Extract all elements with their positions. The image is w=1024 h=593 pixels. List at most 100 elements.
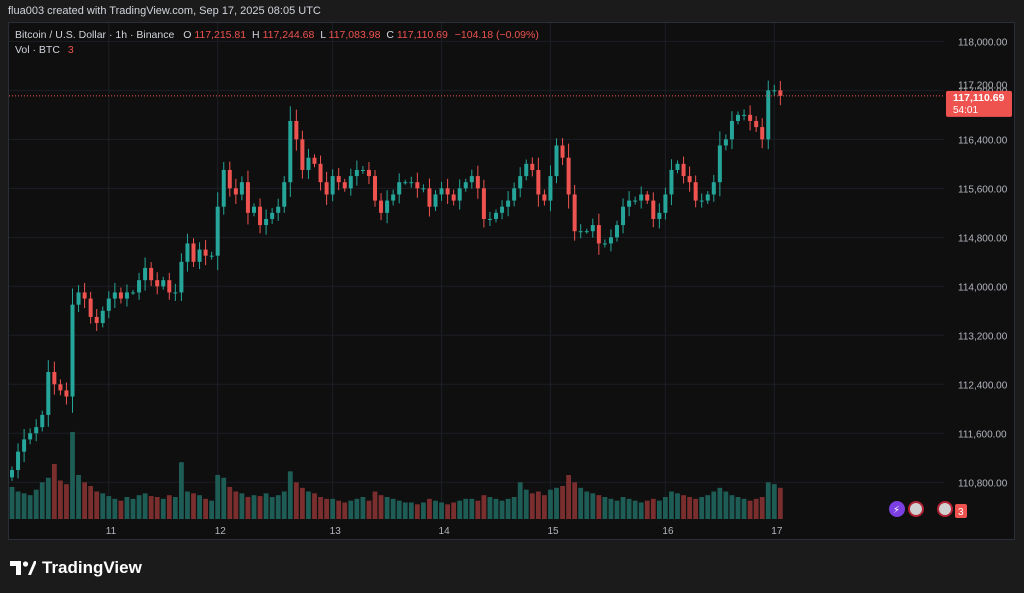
x-tick-label: 17 xyxy=(771,526,783,537)
volume-bar xyxy=(427,498,432,519)
candle-body xyxy=(675,163,680,170)
candle-body xyxy=(233,188,238,195)
candle-body xyxy=(197,249,202,262)
candle-body xyxy=(324,182,329,195)
candle-body xyxy=(524,163,529,177)
attribution-bar: flua003 created with TradingView.com, Se… xyxy=(0,0,1024,22)
lightning-event-icon[interactable] xyxy=(889,501,905,517)
volume-bar xyxy=(293,482,299,519)
us-flag-event-icon[interactable] xyxy=(908,501,924,517)
volume-bar xyxy=(64,484,69,519)
candle-body xyxy=(687,176,692,183)
candle-body xyxy=(657,212,662,219)
legend-high-label: H xyxy=(252,29,260,41)
candle-body xyxy=(500,206,505,213)
candle-body xyxy=(669,169,674,195)
volume-bar xyxy=(554,487,559,519)
candle-body xyxy=(16,451,21,471)
candle-body xyxy=(58,384,63,391)
y-tick-label: 114,000.00 xyxy=(958,282,1008,293)
legend-change: −104.18 (−0.09%) xyxy=(455,29,539,41)
volume-bar xyxy=(693,498,699,519)
us-flag-event-icon-2[interactable] xyxy=(937,501,953,517)
volume-bar xyxy=(300,487,305,519)
volume-bar xyxy=(94,491,100,519)
candle-body xyxy=(487,218,492,220)
candle-body xyxy=(699,200,704,202)
candle-body xyxy=(506,200,511,207)
volume-bar xyxy=(777,487,783,519)
footer: TradingView xyxy=(0,540,1024,593)
volume-bar xyxy=(620,497,626,519)
candle-body xyxy=(633,200,638,202)
candle-body xyxy=(88,298,93,317)
volume-bar xyxy=(106,496,112,519)
volume-bar xyxy=(118,500,124,519)
y-tick-label: 110,800.00 xyxy=(958,478,1008,489)
svg-text:Bitcoin / U.S. Dollar · 1h · B: Bitcoin / U.S. Dollar · 1h · Binance O 1… xyxy=(15,29,539,41)
volume-bar xyxy=(179,462,184,519)
candle-body xyxy=(475,176,480,189)
volume-bar xyxy=(197,495,202,519)
volume-bar xyxy=(771,484,777,519)
volume-bar xyxy=(21,493,27,519)
volume-bar xyxy=(215,475,221,519)
tradingview-logo[interactable]: TradingView xyxy=(10,558,142,578)
volume-bar xyxy=(82,482,87,519)
event-markers[interactable]: ⚡ xyxy=(889,501,953,517)
volume-bar xyxy=(9,486,15,519)
chart-frame[interactable]: 110,800.00 111,600.00 112,400.00 113,200.00… xyxy=(8,22,1015,540)
legend: Bitcoin / U.S. Dollar · 1h · Binance O 1… xyxy=(15,29,539,56)
price-chart[interactable]: 110,800.00 111,600.00 112,400.00 113,200.00… xyxy=(9,23,1014,539)
volume-bar xyxy=(632,500,638,519)
legend-open-value: 117,215.81 xyxy=(194,29,246,41)
volume-bar xyxy=(675,493,680,519)
price-tag-price: 117,110.69 xyxy=(953,92,1005,104)
volume-bar xyxy=(421,502,426,519)
volume-bar xyxy=(638,502,644,519)
candle-body xyxy=(615,225,619,238)
candle-body xyxy=(639,194,644,201)
volume-bar xyxy=(602,497,608,519)
time-axis[interactable]: 11 12 13 14 15 16 17 xyxy=(106,526,783,537)
legend-high-value: 117,244.68 xyxy=(263,29,315,41)
candle-body xyxy=(469,176,474,183)
legend-open-label: O xyxy=(183,29,191,41)
candle-body xyxy=(693,182,698,201)
volume-bar xyxy=(626,498,632,519)
price-tag: 117,110.69 54:01 xyxy=(946,90,1012,117)
candle-body xyxy=(596,225,601,244)
volume-bar xyxy=(596,495,602,519)
volume-bar xyxy=(735,497,741,519)
candle-body xyxy=(536,169,541,195)
attribution-text: flua003 created with TradingView.com, Se… xyxy=(8,5,321,17)
candle-body xyxy=(608,237,613,244)
volume-bar xyxy=(765,482,771,519)
legend-low-label: L xyxy=(320,29,326,41)
y-tick-label: 112,400.00 xyxy=(958,380,1008,391)
volume-bar xyxy=(142,493,148,519)
candle-body xyxy=(590,225,595,232)
candle-body xyxy=(270,212,275,219)
volume-bar xyxy=(729,495,735,519)
volume-bar xyxy=(481,495,487,519)
candle-body xyxy=(76,292,81,305)
candle-body xyxy=(433,194,438,207)
legend-volume-label: Vol · BTC xyxy=(15,44,60,56)
volume-bar xyxy=(384,497,390,519)
candle-body xyxy=(348,176,353,189)
candle-body xyxy=(342,182,347,189)
volume-bar xyxy=(330,498,336,519)
legend-volume-value: 3 xyxy=(68,44,74,56)
volume-bar xyxy=(154,497,160,519)
candle-body xyxy=(137,280,142,293)
candle-body xyxy=(518,176,523,189)
candle-body xyxy=(760,127,765,140)
candle-body xyxy=(264,218,269,226)
volume-bar xyxy=(306,491,311,519)
candle-body xyxy=(191,243,196,262)
y-tick-label: 116,400.00 xyxy=(958,135,1008,146)
volume-bar xyxy=(191,493,196,519)
y-tick-label: 113,200.00 xyxy=(958,331,1008,342)
volume-bar xyxy=(475,500,481,519)
